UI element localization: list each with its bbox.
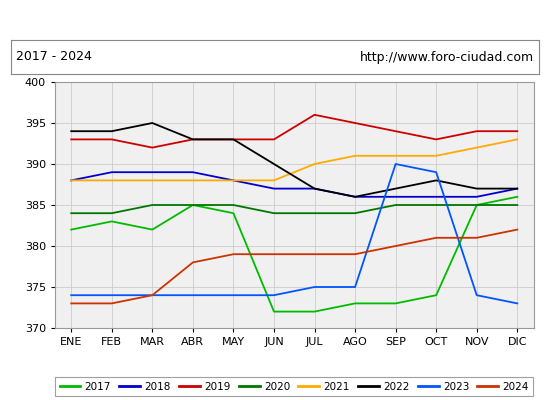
Text: 2017 - 2024: 2017 - 2024 [16,50,92,64]
Text: http://www.foro-ciudad.com: http://www.foro-ciudad.com [360,50,534,64]
Legend: 2017, 2018, 2019, 2020, 2021, 2022, 2023, 2024: 2017, 2018, 2019, 2020, 2021, 2022, 2023… [56,378,533,396]
Text: Evolucion num de emigrantes en Fiñana: Evolucion num de emigrantes en Fiñana [106,12,444,28]
